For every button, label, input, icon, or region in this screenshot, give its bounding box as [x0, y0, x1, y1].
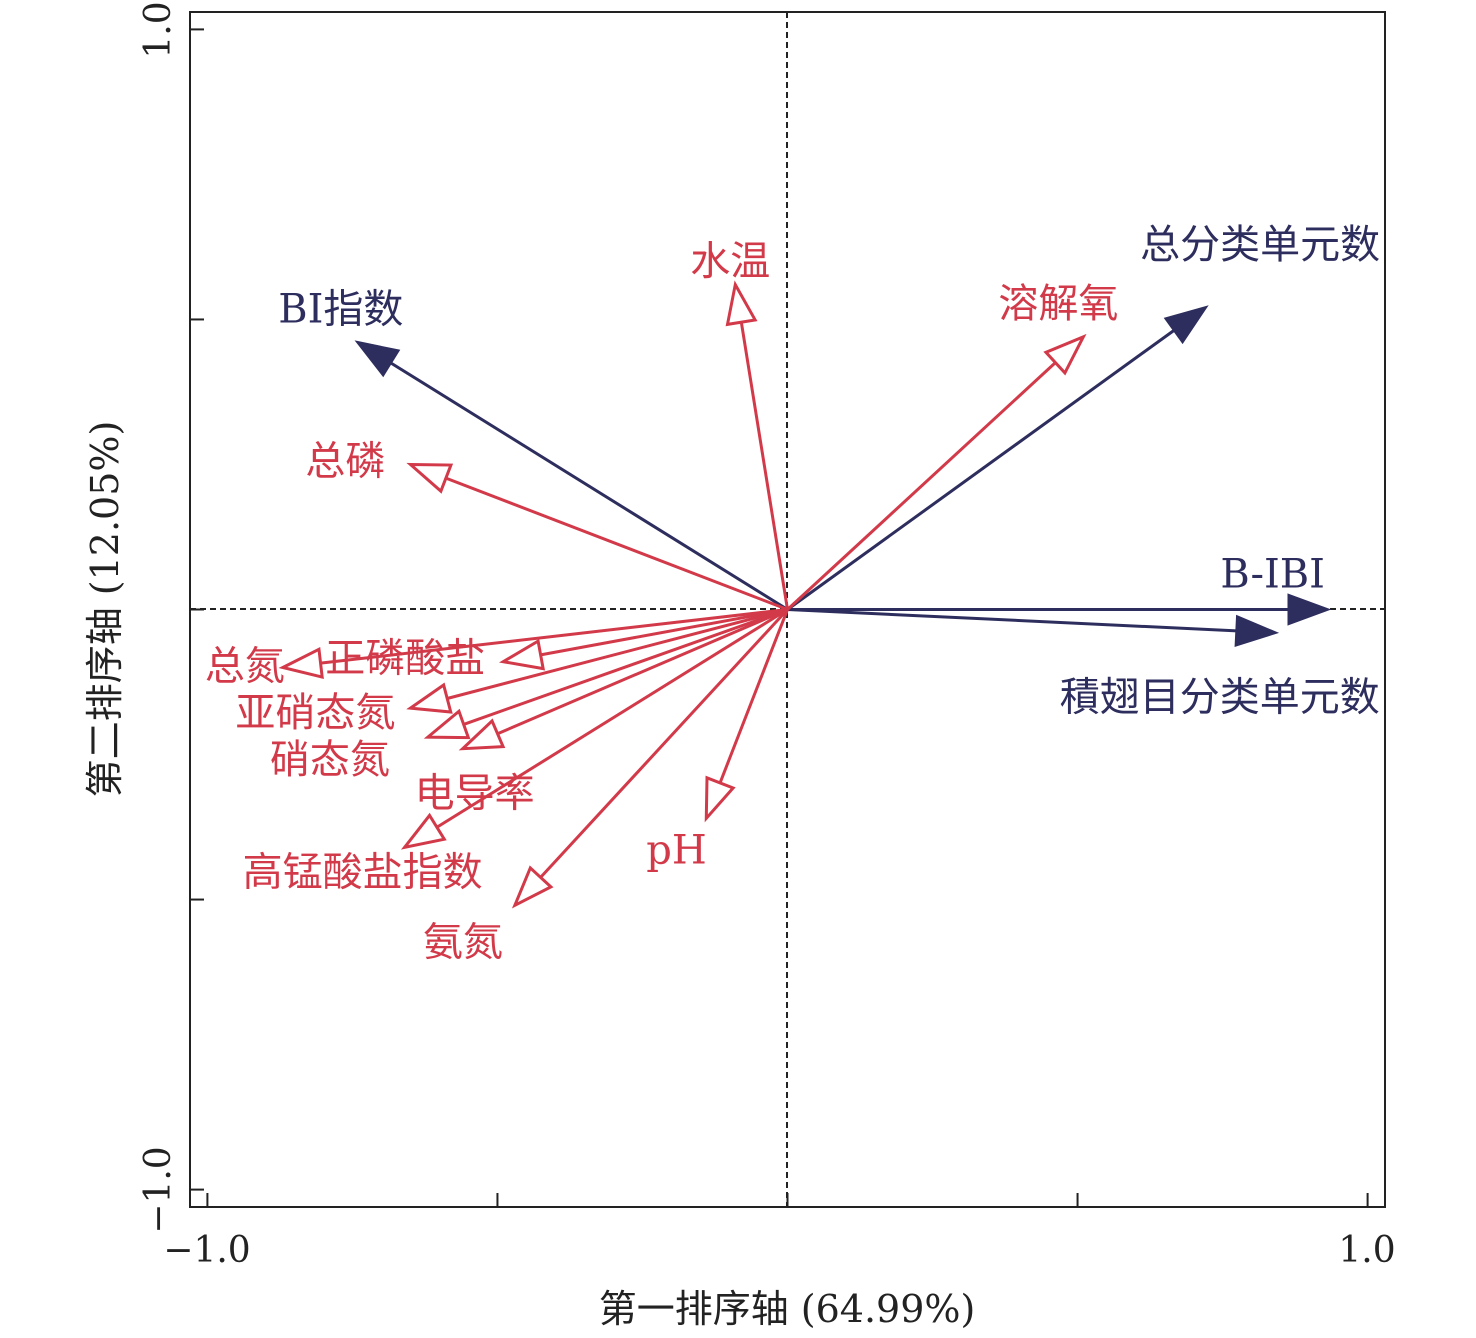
- arrow-head: [423, 708, 471, 740]
- arrow-shaft: [389, 361, 789, 611]
- arrow-head: [1043, 333, 1087, 376]
- arrow-head: [1234, 614, 1280, 647]
- x-tick-label-min: −1.0: [163, 1230, 250, 1271]
- arrow-label: pH: [646, 827, 707, 873]
- arrow-shaft: [446, 608, 788, 700]
- arrow-environment: [786, 333, 1087, 611]
- arrow-label: 氨氮: [423, 919, 503, 965]
- arrow-head: [511, 865, 554, 909]
- arrow-shaft: [787, 608, 1237, 633]
- arrow-head: [400, 812, 447, 850]
- arrow-shaft: [445, 476, 789, 611]
- arrow-environment: [423, 608, 789, 740]
- arrow-head: [1287, 593, 1332, 626]
- arrow-head: [406, 462, 454, 494]
- arrow-label: 積翅目分类单元数: [1060, 675, 1380, 721]
- arrow-head: [278, 646, 324, 680]
- x-axis-label: 第一排序轴 (64.99%): [599, 1287, 976, 1331]
- arrow-shaft: [540, 608, 788, 657]
- arrow-environment: [406, 462, 789, 611]
- arrow-label: 总磷: [305, 438, 385, 484]
- arrow-label: BI指数: [278, 287, 403, 333]
- arrow-head: [704, 775, 736, 823]
- y-tick-label-min: −1.0: [138, 1146, 179, 1233]
- arrow-shaft: [436, 608, 789, 829]
- arrow-head: [406, 682, 453, 714]
- arrow-shaft: [496, 608, 789, 736]
- y-axis-label: 第二排序轴 (12.05%): [83, 421, 127, 798]
- arrow-shaft: [786, 361, 1057, 611]
- arrow-environment: [278, 608, 788, 680]
- arrow-label: 溶解氧: [998, 281, 1118, 327]
- arrow-label: 高锰酸盐指数: [243, 849, 483, 895]
- arrow-shaft: [320, 608, 788, 665]
- arrow-head: [1163, 305, 1209, 345]
- arrow-environment: [458, 608, 789, 751]
- arrow-species: [354, 340, 789, 611]
- y-tick-label-max: 1.0: [138, 1, 179, 58]
- arrow-shaft: [718, 608, 789, 784]
- arrow-label: 总分类单元数: [1140, 222, 1380, 268]
- arrow-environment: [406, 608, 788, 714]
- arrow-label: 正磷酸盐: [325, 636, 485, 682]
- arrow-head: [725, 280, 758, 327]
- arrow-shaft: [539, 608, 789, 879]
- arrow-label: 水温: [690, 239, 770, 285]
- arrow-label: 电导率: [415, 771, 535, 817]
- arrow-environment: [498, 608, 788, 671]
- arrow-label: 硝态氮: [270, 737, 390, 783]
- arrow-species: [787, 593, 1332, 626]
- arrow-environment: [511, 608, 789, 909]
- arrow-head: [498, 638, 546, 671]
- arrow-label: 亚硝态氮: [235, 690, 395, 736]
- arrow-shaft: [739, 321, 789, 610]
- arrow-head: [354, 340, 401, 378]
- arrow-species: [787, 608, 1280, 647]
- arrow-shaft: [786, 328, 1176, 611]
- arrow-label: B-IBI: [1220, 552, 1325, 598]
- arrow-head: [458, 718, 506, 751]
- arrow-environment: [704, 608, 789, 823]
- x-tick-label-max: 1.0: [1338, 1230, 1395, 1271]
- arrow-species: [786, 305, 1209, 611]
- arrow-environment: [725, 280, 789, 610]
- arrow-environment: [400, 608, 789, 850]
- arrow-label: 总氮: [205, 644, 285, 690]
- arrow-shaft: [463, 608, 789, 726]
